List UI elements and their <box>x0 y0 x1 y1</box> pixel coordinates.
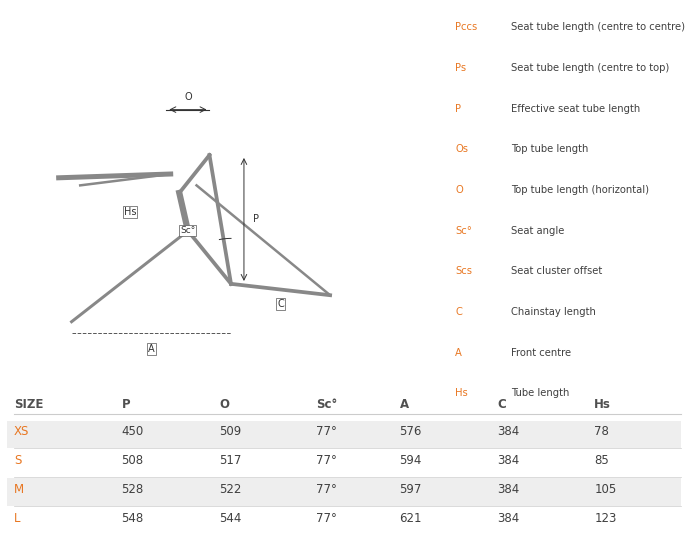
Text: A: A <box>455 348 462 358</box>
Text: 85: 85 <box>594 454 609 467</box>
Text: 508: 508 <box>122 454 144 467</box>
Text: Chainstay length: Chainstay length <box>511 307 596 317</box>
Text: Os: Os <box>455 144 468 154</box>
Text: O: O <box>455 185 463 195</box>
Text: Seat tube length (centre to centre): Seat tube length (centre to centre) <box>511 22 685 32</box>
Text: P: P <box>122 398 130 411</box>
Text: A: A <box>400 398 409 411</box>
Text: Seat cluster offset: Seat cluster offset <box>511 266 602 276</box>
Bar <box>7 449 681 477</box>
Text: 528: 528 <box>122 483 144 496</box>
Text: P: P <box>455 104 461 114</box>
Text: Effective seat tube length: Effective seat tube length <box>511 104 640 114</box>
Text: Hs: Hs <box>124 207 136 217</box>
Text: XS: XS <box>14 425 29 438</box>
Text: 105: 105 <box>594 483 616 496</box>
Text: 522: 522 <box>219 483 241 496</box>
Text: Seat tube length (centre to top): Seat tube length (centre to top) <box>511 63 669 73</box>
Text: 384: 384 <box>497 425 519 438</box>
Text: M: M <box>14 483 24 496</box>
Text: Seat angle: Seat angle <box>511 226 564 236</box>
Text: 384: 384 <box>497 483 519 496</box>
Text: 123: 123 <box>594 512 616 525</box>
Text: Hs: Hs <box>594 398 611 411</box>
Text: Ps: Ps <box>455 63 466 73</box>
Text: 576: 576 <box>400 425 422 438</box>
Text: 594: 594 <box>400 454 422 467</box>
Text: O: O <box>219 398 229 411</box>
Text: L: L <box>14 512 20 525</box>
Text: 548: 548 <box>122 512 144 525</box>
Text: Sc°: Sc° <box>455 226 472 236</box>
Text: 77°: 77° <box>316 512 337 525</box>
Text: 384: 384 <box>497 454 519 467</box>
Text: 384: 384 <box>497 512 519 525</box>
Text: Hs: Hs <box>455 388 468 398</box>
Text: 509: 509 <box>219 425 241 438</box>
Text: Pccs: Pccs <box>455 22 477 32</box>
Text: 621: 621 <box>400 512 422 525</box>
Text: S: S <box>14 454 22 467</box>
Text: 78: 78 <box>594 425 609 438</box>
Text: 517: 517 <box>219 454 241 467</box>
Text: A: A <box>148 344 154 354</box>
Text: SIZE: SIZE <box>14 398 43 411</box>
Bar <box>7 507 681 535</box>
Text: 77°: 77° <box>316 483 337 496</box>
Text: Scs: Scs <box>455 266 472 276</box>
Text: O: O <box>184 92 192 102</box>
Bar <box>7 421 681 448</box>
Text: C: C <box>455 307 462 317</box>
Text: C: C <box>497 398 506 411</box>
Bar <box>7 478 681 506</box>
Text: Sc°: Sc° <box>316 398 338 411</box>
Text: 77°: 77° <box>316 425 337 438</box>
Text: C: C <box>277 299 284 309</box>
Text: Top tube length (horizontal): Top tube length (horizontal) <box>511 185 649 195</box>
Text: 77°: 77° <box>316 454 337 467</box>
Text: Tube length: Tube length <box>511 388 569 398</box>
Text: Top tube length: Top tube length <box>511 144 588 154</box>
Text: Sc°: Sc° <box>180 226 195 235</box>
Text: 450: 450 <box>122 425 144 438</box>
Text: P: P <box>252 214 259 224</box>
Text: Front centre: Front centre <box>511 348 571 358</box>
Text: 597: 597 <box>400 483 422 496</box>
Text: 544: 544 <box>219 512 241 525</box>
